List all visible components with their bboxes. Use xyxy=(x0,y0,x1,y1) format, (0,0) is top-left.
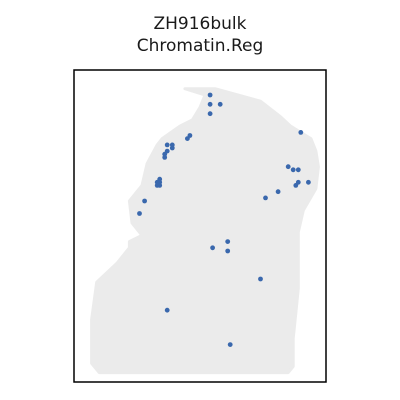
data-point xyxy=(227,342,233,347)
tissue-layer xyxy=(90,87,320,375)
data-point xyxy=(164,142,170,148)
data-point xyxy=(285,164,291,170)
data-point xyxy=(306,179,311,185)
data-point xyxy=(164,307,170,313)
data-point xyxy=(298,130,304,135)
data-point xyxy=(137,211,142,216)
points-layer xyxy=(137,92,311,347)
chart-title-block: ZH916bulk Chromatin.Reg xyxy=(0,13,400,57)
data-point xyxy=(225,239,231,245)
data-point xyxy=(185,136,190,142)
data-point xyxy=(217,101,223,107)
data-point xyxy=(263,195,268,201)
data-point xyxy=(207,111,213,117)
data-point xyxy=(290,167,296,173)
data-point xyxy=(295,167,301,173)
chart-subtitle: Chromatin.Reg xyxy=(136,36,264,56)
data-point xyxy=(169,145,175,151)
data-point xyxy=(225,248,231,254)
data-point xyxy=(207,101,213,107)
data-point xyxy=(207,92,213,98)
data-point xyxy=(142,198,148,204)
chart-title: ZH916bulk xyxy=(153,14,247,34)
data-point xyxy=(157,183,163,188)
data-point xyxy=(258,276,263,282)
data-point xyxy=(275,189,281,195)
data-point xyxy=(162,155,168,160)
data-point xyxy=(210,245,216,251)
plot-frame xyxy=(73,69,327,383)
tissue-region xyxy=(90,87,320,375)
data-point xyxy=(293,183,299,188)
